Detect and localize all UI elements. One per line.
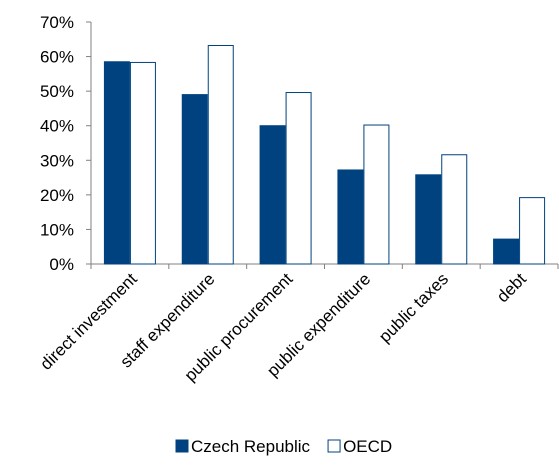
bar-oecd	[285, 92, 312, 265]
x-category-label: debt	[493, 269, 530, 306]
chart-legend: Czech Republic OECD	[175, 437, 392, 456]
legend-swatch	[175, 439, 189, 453]
y-tick-label: 10%	[40, 220, 74, 239]
bar-oecd	[129, 61, 156, 265]
bar-czech-republic	[493, 238, 520, 265]
legend-label: Czech Republic	[191, 437, 311, 456]
y-tick-label: 50%	[40, 82, 74, 101]
y-axis-ticks: 0% 10% 20% 30% 40% 50% 60% 70%	[40, 13, 91, 274]
bar-oecd	[441, 154, 468, 265]
chart-axes	[90, 22, 559, 269]
bar-czech-republic	[337, 169, 364, 265]
bar-czech-republic	[181, 94, 208, 265]
y-tick-label: 20%	[40, 186, 74, 205]
y-tick-label: 0%	[49, 255, 74, 274]
y-tick-label: 30%	[40, 151, 74, 170]
bar-czech-republic	[259, 125, 286, 265]
bar-oecd	[519, 197, 546, 265]
bar-czech-republic	[103, 61, 130, 265]
y-tick-label: 70%	[40, 13, 74, 32]
legend-swatch	[327, 439, 341, 453]
y-tick-label: 40%	[40, 117, 74, 136]
legend-label: OECD	[343, 437, 392, 456]
bar-czech-republic	[415, 174, 442, 265]
bar-oecd	[207, 45, 234, 265]
x-category-label: public taxes	[375, 269, 452, 346]
chart-bars	[103, 45, 546, 265]
bar-oecd	[363, 124, 390, 265]
y-tick-label: 60%	[40, 48, 74, 67]
